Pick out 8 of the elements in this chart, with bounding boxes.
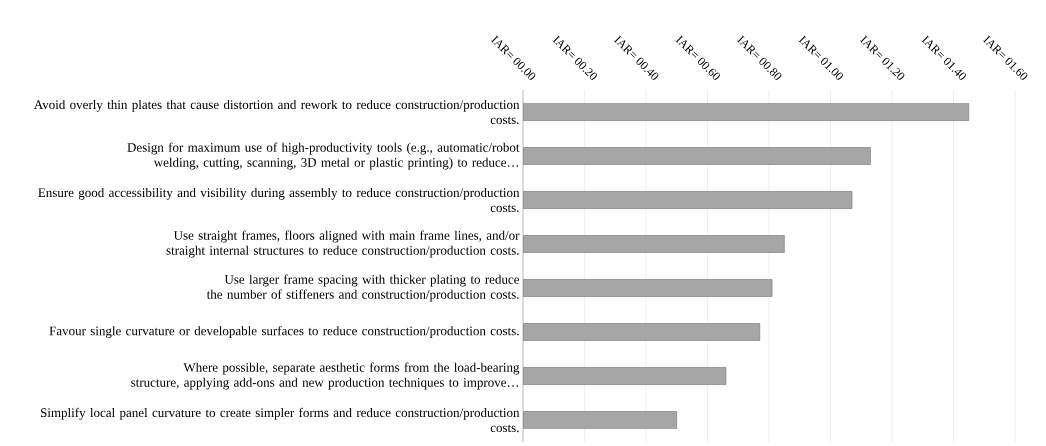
y-tick-label: Simplify local panel curvature to create simpler forms and reduce construction/production costs. [40,407,520,433]
y-tick-label: Use larger frame spacing with thicker plating to reduce the number of stiffeners and construction/production costs. [206,274,520,302]
y-tick-label: Use straight frames, floors aligned with main frame lines, and/or straight internal structures to reduce construction/production costs. [166,230,520,258]
y-tick-label: Favour single curvature or developable surfaces to reduce construction/production costs. [49,326,519,338]
y-tick-label: Where possible, separate aesthetic forms from the load-bearing structure, applying add-ons and new production techniques to improve… [131,362,520,390]
y-tick-label: Avoid overly thin plates that cause distortion and rework to reduce construction/production costs. [33,99,520,125]
y-tick-label: Ensure good accessibility and visibility during assembly to reduce construction/production costs. [38,187,520,213]
y-tick-label: Design for maximum use of high-productivity tools (e.g., automatic/robot welding, cutting, scanning, 3D metal or plastic printing) to reduce… [127,142,520,170]
